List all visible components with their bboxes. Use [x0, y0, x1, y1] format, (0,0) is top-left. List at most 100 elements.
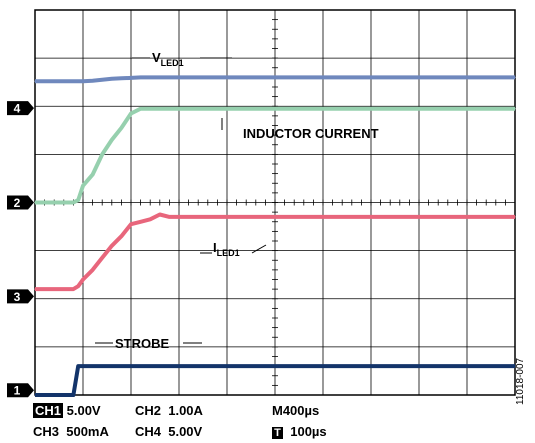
point-inductor-current [82, 185, 84, 187]
point-iled1 [418, 216, 420, 218]
marker-label: 2 [14, 196, 21, 210]
point-strobe [120, 365, 122, 367]
point-iled1 [178, 216, 180, 218]
point-inductor-current [120, 127, 122, 129]
marker-arrow [7, 383, 34, 398]
point-inductor-current [77, 199, 79, 201]
point-strobe [202, 365, 204, 367]
figure-id: 11018-007 [515, 357, 526, 405]
point-strobe [274, 365, 276, 367]
point-strobe [466, 365, 468, 367]
iled1-leader-right [251, 244, 267, 254]
ch3-setting: CH3 500mA [33, 424, 109, 439]
point-inductor-current [178, 108, 180, 110]
ground-marker-1: 1 [7, 383, 34, 398]
point-vled1 [77, 80, 79, 82]
inductor-current-label: INDUCTOR CURRENT [243, 126, 379, 141]
point-strobe [111, 365, 113, 367]
point-strobe [149, 365, 151, 367]
point-strobe [168, 365, 170, 367]
point-vled1 [202, 76, 204, 78]
point-strobe [82, 365, 84, 367]
point-vled1 [92, 80, 94, 82]
point-strobe [34, 394, 36, 396]
point-inductor-current [34, 201, 36, 204]
point-strobe [514, 365, 516, 367]
point-inductor-current [202, 108, 204, 110]
trigger-setting: T 100µs [272, 424, 327, 439]
point-inductor-current [149, 108, 151, 110]
point-inductor-current [53, 201, 55, 204]
point-iled1 [370, 216, 372, 218]
point-inductor-current [140, 108, 142, 110]
point-vled1 [370, 76, 372, 78]
point-vled1 [140, 76, 142, 78]
point-iled1 [77, 285, 79, 287]
point-iled1 [514, 216, 516, 218]
point-vled1 [159, 76, 161, 78]
point-inductor-current [72, 201, 74, 204]
point-strobe [53, 394, 55, 396]
point-inductor-current [466, 108, 468, 110]
point-iled1 [34, 288, 36, 290]
marker-label: 3 [14, 290, 21, 304]
ground-marker-4: 4 [7, 101, 34, 116]
point-strobe [92, 365, 94, 367]
point-inductor-current [101, 153, 103, 155]
iled1-label: ILED1 [213, 240, 240, 258]
point-iled1 [82, 278, 84, 281]
point-iled1 [226, 216, 228, 218]
point-strobe [130, 365, 132, 367]
point-strobe [322, 365, 324, 367]
point-inductor-current [322, 108, 324, 110]
point-iled1 [101, 257, 103, 259]
marker-arrow [7, 101, 34, 116]
ch2-setting: CH2 1.00A [135, 403, 203, 418]
point-inductor-current [514, 108, 516, 110]
ch4-setting: CH4 5.00V [135, 424, 203, 439]
point-inductor-current [159, 108, 161, 110]
point-vled1 [178, 76, 180, 78]
point-strobe [226, 365, 228, 367]
point-vled1 [72, 80, 74, 82]
point-vled1 [53, 80, 55, 82]
point-vled1 [322, 76, 324, 78]
point-iled1 [159, 213, 161, 216]
ground-markers: 4 2 3 1 [7, 101, 34, 398]
point-iled1 [92, 269, 94, 271]
point-iled1 [466, 216, 468, 218]
point-inductor-current [418, 108, 420, 110]
point-inductor-current [168, 108, 170, 110]
point-vled1 [226, 76, 228, 78]
vled1-label: VLED1 [152, 50, 184, 68]
point-iled1 [120, 235, 122, 237]
point-iled1 [168, 216, 170, 218]
point-vled1 [168, 76, 170, 78]
point-strobe [101, 365, 103, 367]
ground-marker-3: 3 [7, 289, 34, 304]
point-strobe [178, 365, 180, 367]
point-iled1 [322, 216, 324, 218]
point-iled1 [202, 216, 204, 218]
point-vled1 [120, 77, 122, 79]
point-vled1 [101, 79, 103, 81]
point-strobe [77, 365, 79, 367]
point-inductor-current [226, 108, 228, 110]
trigger-value: 100µs [290, 424, 327, 439]
grid [34, 9, 516, 396]
point-vled1 [466, 76, 468, 78]
point-strobe [159, 365, 161, 367]
marker-arrow [7, 195, 34, 210]
point-vled1 [418, 76, 420, 78]
point-inductor-current [370, 108, 372, 110]
point-strobe [418, 365, 420, 367]
traces [34, 75, 516, 397]
ch1-value: 5.00V [63, 403, 101, 418]
marker-arrow [7, 289, 34, 304]
marker-label: 4 [14, 102, 21, 116]
point-vled1 [514, 76, 516, 78]
point-vled1 [82, 80, 84, 82]
point-iled1 [53, 288, 55, 290]
timebase-setting: M400µs [272, 403, 320, 418]
